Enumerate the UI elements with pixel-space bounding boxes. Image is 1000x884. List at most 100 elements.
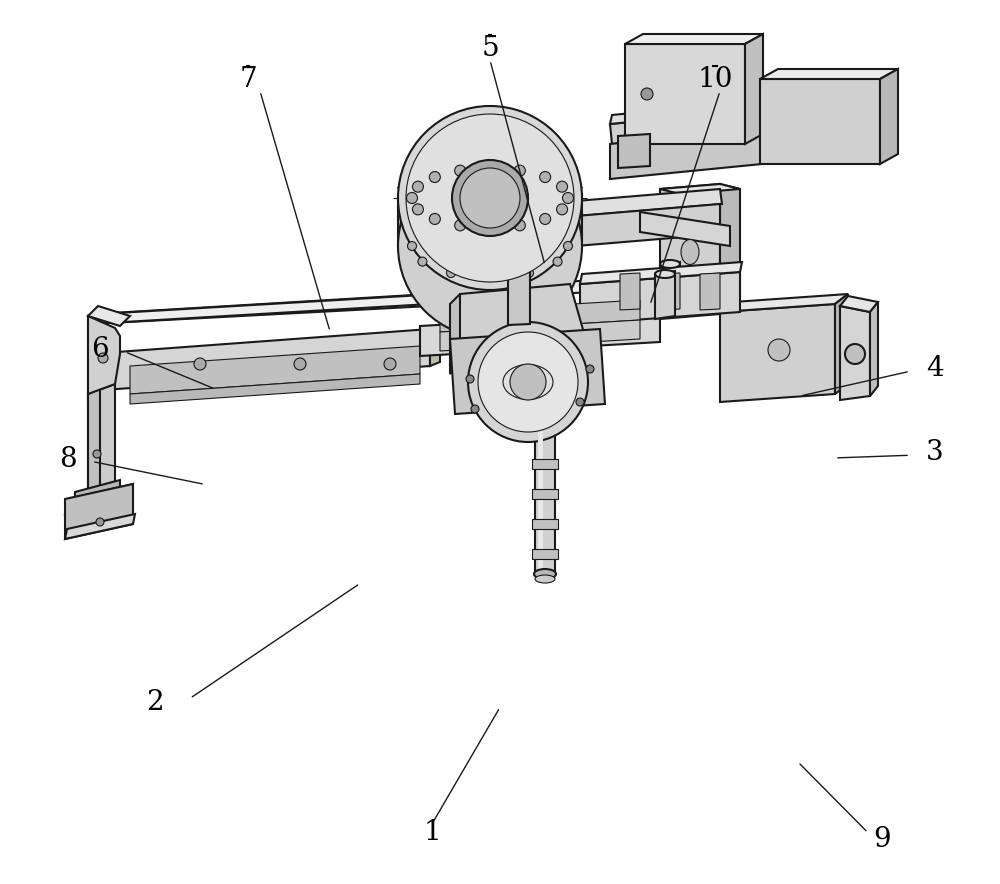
Polygon shape <box>532 519 558 529</box>
Circle shape <box>484 222 496 233</box>
Circle shape <box>96 518 104 526</box>
Polygon shape <box>65 484 133 539</box>
Circle shape <box>406 193 418 203</box>
Polygon shape <box>540 204 720 249</box>
Polygon shape <box>420 312 660 356</box>
Circle shape <box>486 210 494 219</box>
Text: 4: 4 <box>926 355 944 382</box>
Circle shape <box>466 375 474 383</box>
Circle shape <box>540 213 551 225</box>
Polygon shape <box>440 300 640 332</box>
Circle shape <box>429 213 440 225</box>
Circle shape <box>398 106 582 290</box>
Text: 2: 2 <box>146 690 164 716</box>
Circle shape <box>398 154 582 338</box>
Circle shape <box>478 332 578 432</box>
Polygon shape <box>508 236 535 243</box>
Text: 7: 7 <box>239 66 257 93</box>
Polygon shape <box>660 184 740 194</box>
Circle shape <box>93 450 101 458</box>
Text: 5: 5 <box>481 35 499 62</box>
Polygon shape <box>610 129 762 179</box>
Ellipse shape <box>493 357 563 407</box>
Ellipse shape <box>660 260 680 268</box>
Polygon shape <box>610 109 762 144</box>
Circle shape <box>845 344 865 364</box>
Text: 9: 9 <box>873 827 891 853</box>
Circle shape <box>557 204 568 215</box>
Circle shape <box>486 272 494 282</box>
Circle shape <box>412 181 423 192</box>
Polygon shape <box>450 284 590 364</box>
Polygon shape <box>538 419 543 574</box>
Circle shape <box>418 257 427 266</box>
Circle shape <box>540 171 551 182</box>
Circle shape <box>412 204 423 215</box>
Circle shape <box>418 226 427 235</box>
Circle shape <box>586 365 594 373</box>
Polygon shape <box>65 514 135 539</box>
Circle shape <box>408 241 416 250</box>
Circle shape <box>576 398 584 406</box>
Circle shape <box>294 358 306 370</box>
Circle shape <box>455 220 466 231</box>
Polygon shape <box>420 276 665 302</box>
Polygon shape <box>398 216 582 246</box>
Circle shape <box>553 257 562 266</box>
Polygon shape <box>88 316 120 394</box>
Polygon shape <box>535 419 555 574</box>
Circle shape <box>514 220 525 231</box>
Polygon shape <box>88 316 100 400</box>
Polygon shape <box>835 294 848 394</box>
Polygon shape <box>610 100 764 124</box>
Polygon shape <box>660 273 680 310</box>
Polygon shape <box>88 384 115 499</box>
Polygon shape <box>540 189 722 219</box>
Polygon shape <box>532 489 558 499</box>
Polygon shape <box>880 69 898 164</box>
Ellipse shape <box>503 364 553 400</box>
Polygon shape <box>640 212 730 246</box>
Polygon shape <box>430 324 440 366</box>
Circle shape <box>406 114 574 282</box>
Polygon shape <box>870 302 878 396</box>
Polygon shape <box>700 273 720 310</box>
Polygon shape <box>760 79 880 164</box>
Polygon shape <box>88 389 100 499</box>
Text: 10: 10 <box>697 66 733 93</box>
Polygon shape <box>760 69 898 79</box>
Polygon shape <box>720 294 848 312</box>
Polygon shape <box>508 243 530 325</box>
Circle shape <box>564 241 572 250</box>
Ellipse shape <box>535 575 555 583</box>
Circle shape <box>98 353 108 363</box>
Polygon shape <box>65 484 133 514</box>
Polygon shape <box>660 262 680 318</box>
Polygon shape <box>532 549 558 559</box>
Circle shape <box>484 163 496 174</box>
Polygon shape <box>840 296 878 312</box>
Circle shape <box>468 322 588 442</box>
Circle shape <box>455 165 466 176</box>
Circle shape <box>557 181 568 192</box>
Text: 3: 3 <box>926 439 944 466</box>
Ellipse shape <box>681 240 699 264</box>
Circle shape <box>446 215 456 224</box>
Text: 1: 1 <box>423 819 441 846</box>
Polygon shape <box>720 304 835 402</box>
Circle shape <box>514 165 525 176</box>
Circle shape <box>553 226 562 235</box>
Circle shape <box>768 339 790 361</box>
Polygon shape <box>130 346 420 394</box>
Polygon shape <box>580 262 742 284</box>
Polygon shape <box>580 272 740 324</box>
Circle shape <box>452 160 528 236</box>
Circle shape <box>510 364 546 400</box>
Ellipse shape <box>534 569 556 579</box>
Circle shape <box>194 358 206 370</box>
Polygon shape <box>620 273 640 310</box>
Polygon shape <box>130 374 420 404</box>
Polygon shape <box>840 306 870 400</box>
Circle shape <box>524 215 534 224</box>
Circle shape <box>524 269 534 278</box>
